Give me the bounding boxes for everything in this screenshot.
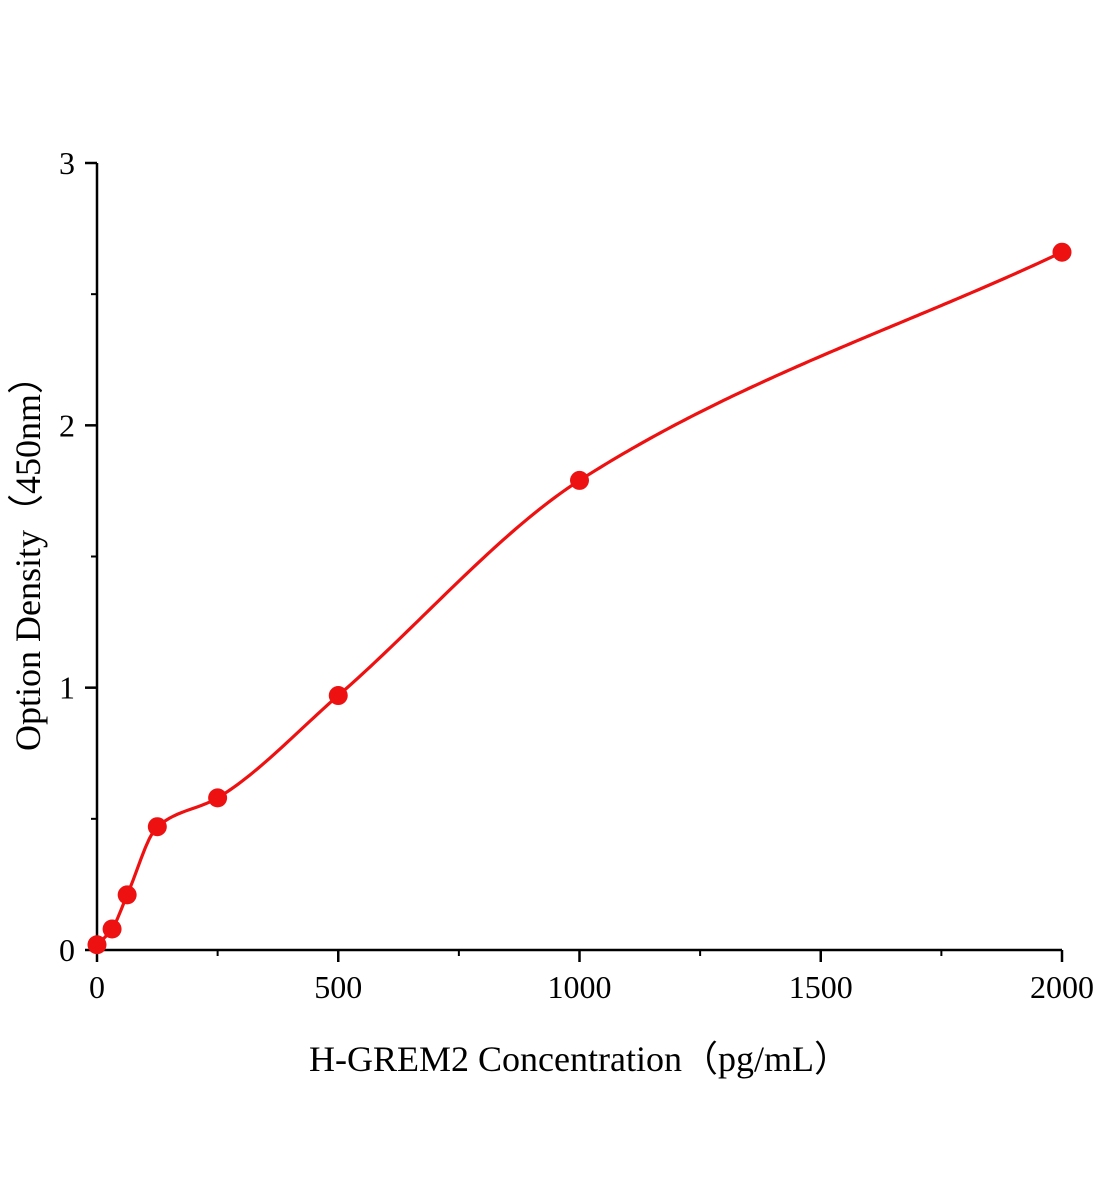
data-point xyxy=(1052,242,1072,262)
x-tick-label: 1000 xyxy=(548,969,612,1005)
x-tick-label: 0 xyxy=(89,969,105,1005)
x-axis-title: H-GREM2 Concentration（pg/mL） xyxy=(309,1039,850,1079)
y-tick-label: 2 xyxy=(59,407,75,443)
axis-lines xyxy=(95,163,1062,952)
y-tick-label: 0 xyxy=(59,932,75,968)
data-point xyxy=(102,919,122,939)
x-tick-label: 1500 xyxy=(789,969,853,1005)
data-point xyxy=(147,817,167,837)
x-tick-label: 2000 xyxy=(1030,969,1094,1005)
fit-curve xyxy=(95,250,1064,947)
y-tick-label: 3 xyxy=(59,145,75,181)
data-point xyxy=(570,470,589,490)
data-point xyxy=(87,935,107,955)
x-tick-label: 500 xyxy=(314,969,362,1005)
y-axis-title: Option Density（450nm） xyxy=(8,358,48,752)
y-tick-label: 1 xyxy=(59,670,75,706)
data-point xyxy=(328,686,348,706)
data-point xyxy=(117,885,137,905)
data-point xyxy=(208,788,228,808)
